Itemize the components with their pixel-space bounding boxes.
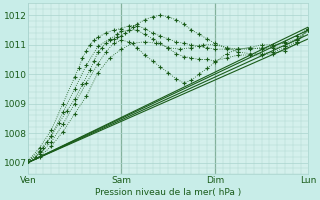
- X-axis label: Pression niveau de la mer( hPa ): Pression niveau de la mer( hPa ): [95, 188, 241, 197]
